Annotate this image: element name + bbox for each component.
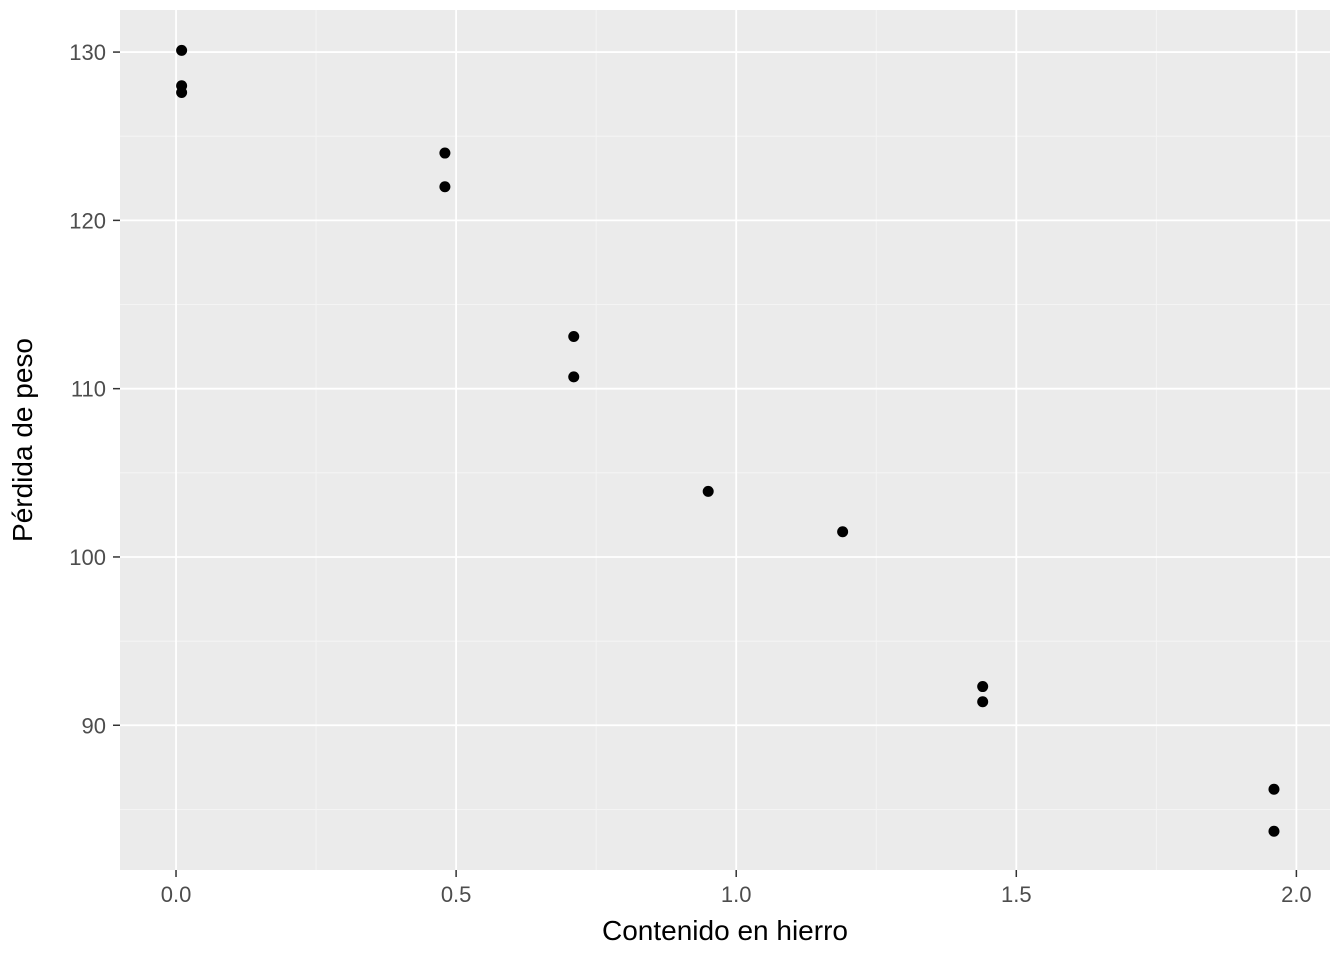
data-point <box>1268 826 1279 837</box>
data-point <box>837 526 848 537</box>
y-axis-title: Pérdida de peso <box>7 338 38 542</box>
scatter-chart: 0.0 0.5 1.0 1.5 2.0 90 100 110 120 130 Contenido e… <box>0 0 1344 960</box>
data-point <box>1268 784 1279 795</box>
x-tick-label: 0.0 <box>161 882 192 907</box>
data-point <box>703 486 714 497</box>
data-point <box>439 148 450 159</box>
data-point <box>176 45 187 56</box>
data-point <box>568 371 579 382</box>
chart-svg: 0.0 0.5 1.0 1.5 2.0 90 100 110 120 130 Contenido e… <box>0 0 1344 960</box>
x-tick-label: 2.0 <box>1281 882 1312 907</box>
y-tick-label: 100 <box>69 545 106 570</box>
y-tick-label: 110 <box>71 377 106 402</box>
x-axis-title: Contenido en hierro <box>602 915 848 946</box>
y-tick-label: 90 <box>82 713 106 738</box>
x-tick-label: 0.5 <box>441 882 472 907</box>
x-tick-label: 1.5 <box>1001 882 1032 907</box>
x-tick-label: 1.0 <box>721 882 752 907</box>
data-point <box>568 331 579 342</box>
data-point <box>977 696 988 707</box>
plot-panel <box>120 10 1330 870</box>
data-point <box>977 681 988 692</box>
y-tick-label: 130 <box>69 40 106 65</box>
data-point <box>176 87 187 98</box>
y-tick-label: 120 <box>69 208 106 233</box>
data-point <box>439 181 450 192</box>
